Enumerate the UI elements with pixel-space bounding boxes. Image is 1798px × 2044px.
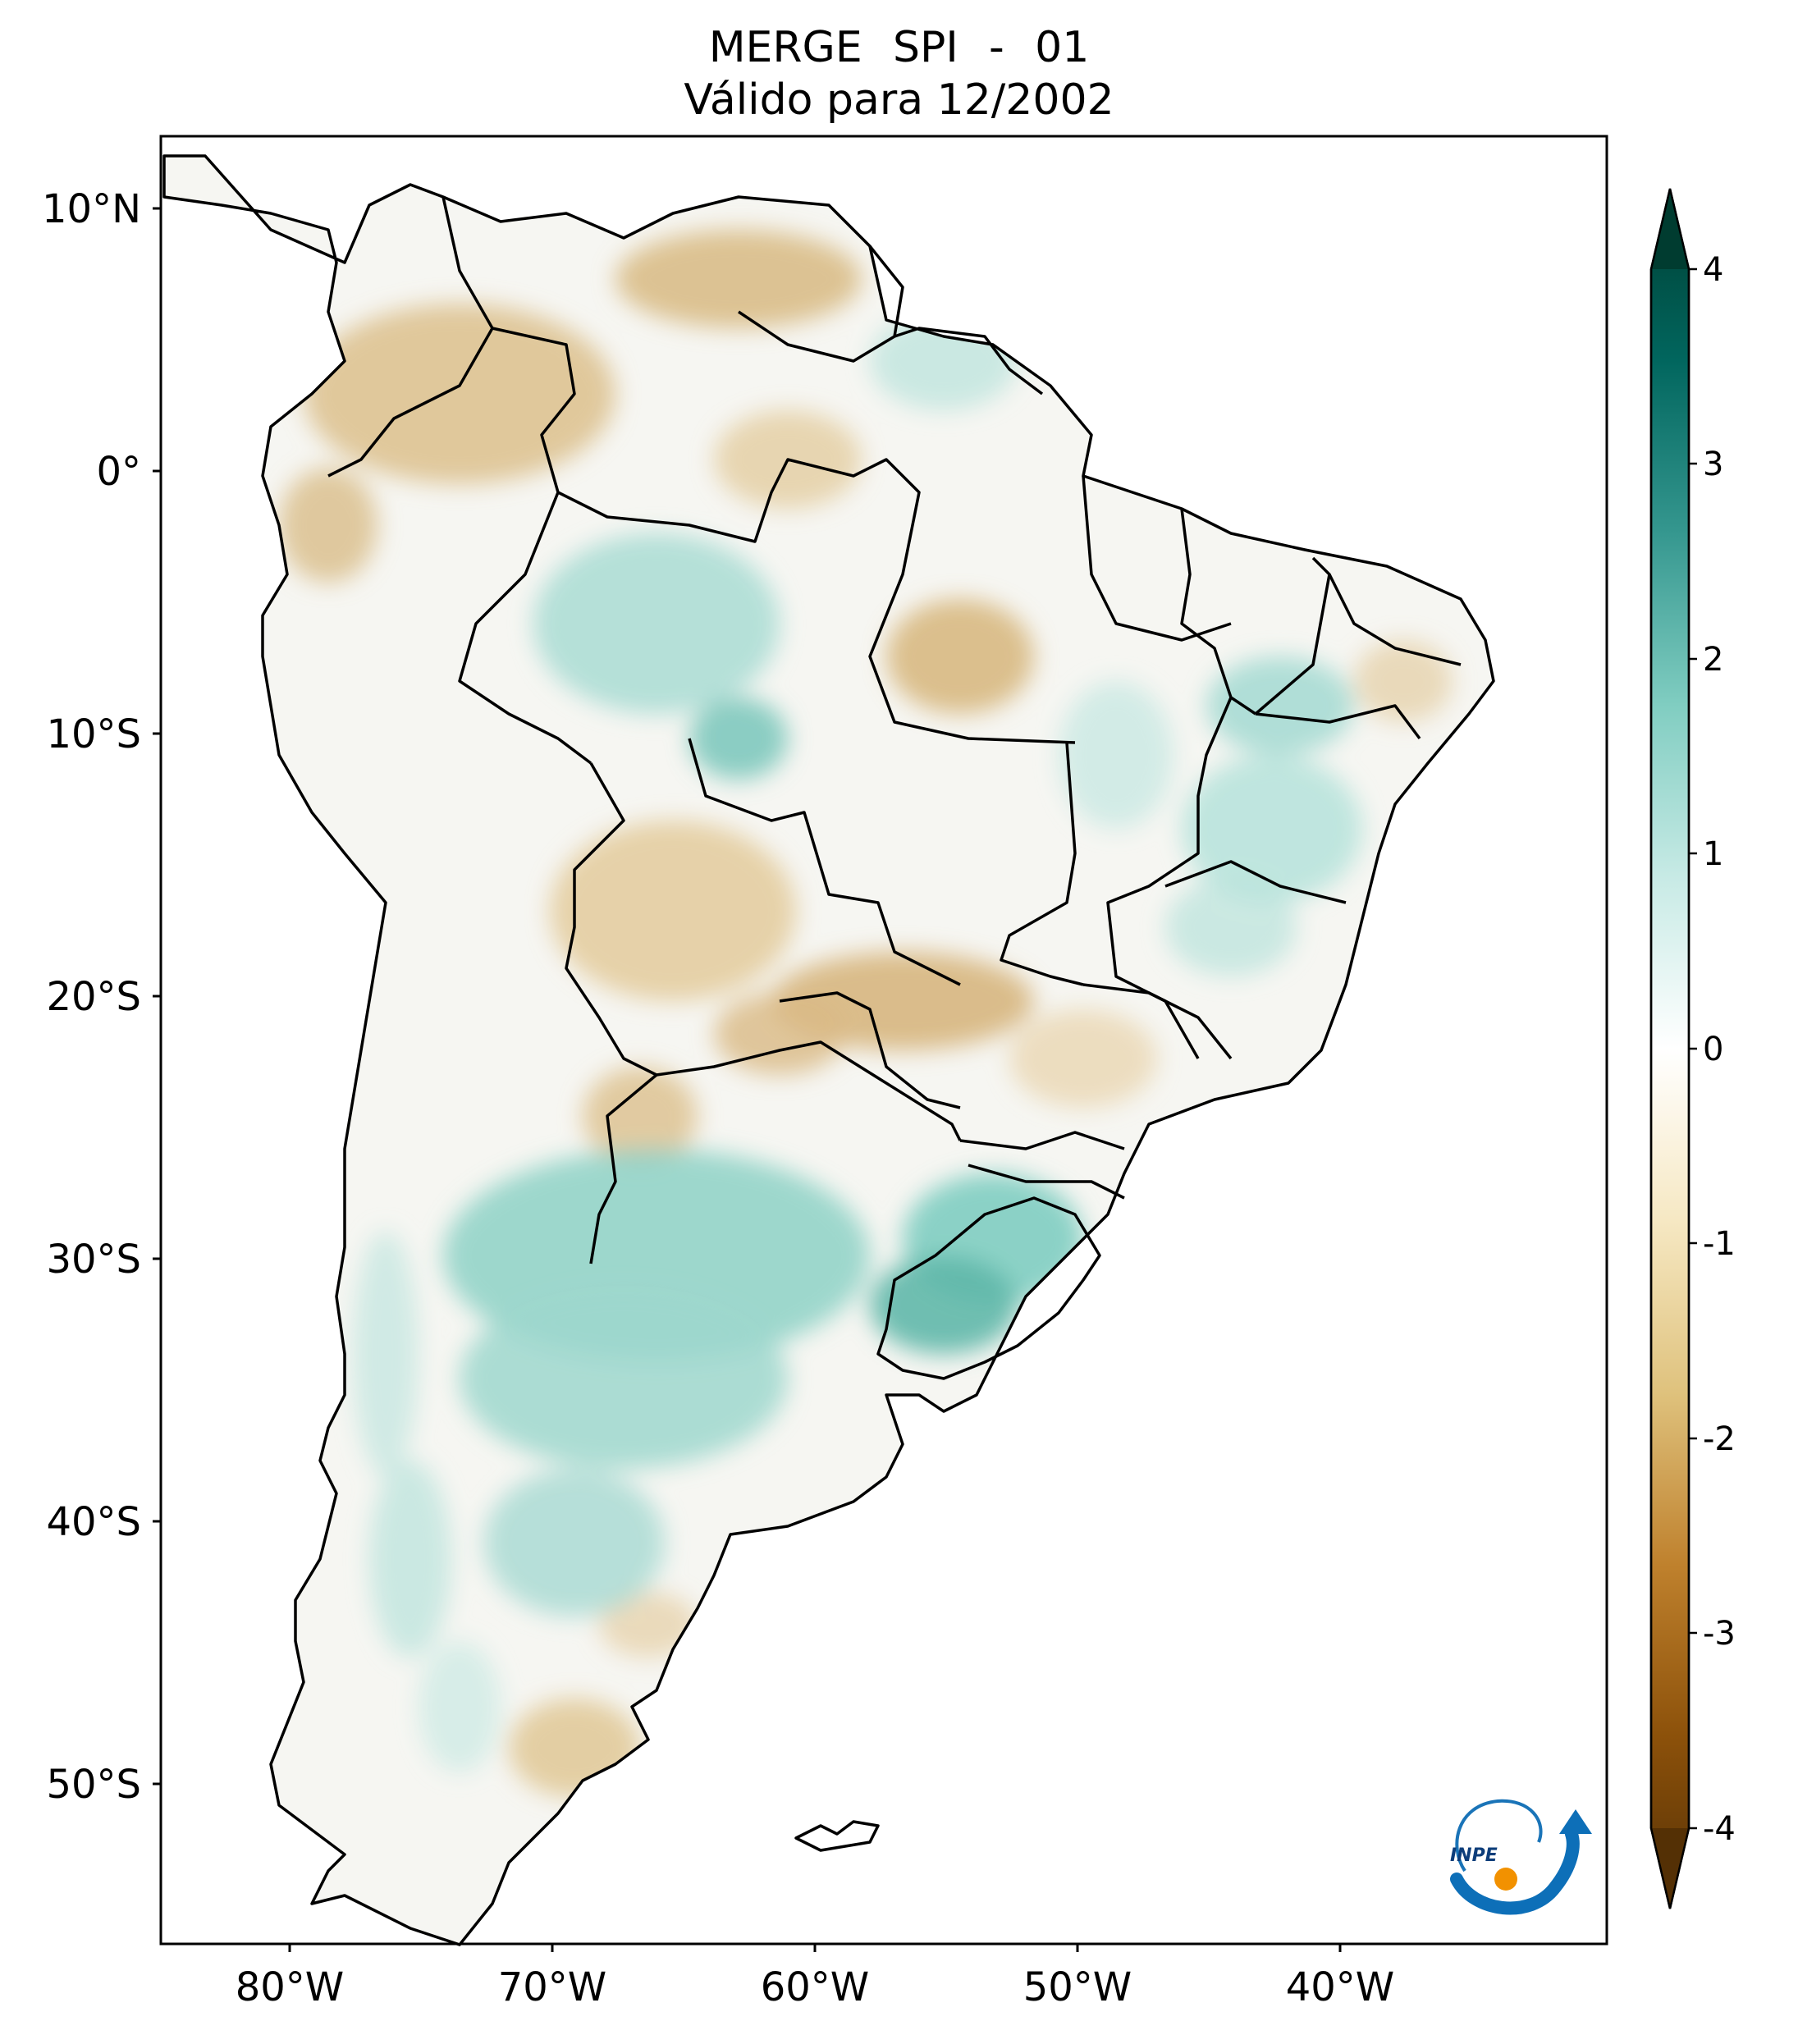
colorbar-tick: 4: [1703, 251, 1723, 289]
lat-label: 50°S: [46, 1762, 141, 1808]
inpe-logo: INPE: [1450, 1799, 1592, 1915]
lon-label: 60°W: [761, 1964, 870, 2010]
lon-label: 40°W: [1286, 1964, 1395, 2010]
lon-label: 70°W: [498, 1964, 607, 2010]
colorbar: 4 3 2 1 0 -1 -2 -3 -4: [1649, 188, 1736, 1909]
lat-label: 0°: [96, 449, 141, 495]
colorbar-tick: 1: [1703, 835, 1723, 873]
colorbar-tick: 0: [1703, 1031, 1723, 1068]
falkland-islands: [794, 1820, 880, 1852]
colorbar-tick: -3: [1703, 1615, 1736, 1653]
logo-text: INPE: [1450, 1845, 1498, 1866]
lat-axis: 10°N 0° 10°S 20°S 30°S 40°S 50°S: [42, 186, 161, 1808]
colorbar-tick: -1: [1703, 1225, 1736, 1263]
map-subtitle: Válido para 12/2002: [684, 75, 1114, 125]
lon-label: 50°W: [1023, 1964, 1132, 2010]
lat-label: 30°S: [46, 1237, 141, 1283]
colorbar-tick: -4: [1703, 1810, 1736, 1848]
lat-label: 10°N: [42, 186, 141, 232]
borders: [327, 196, 1462, 1380]
lat-label: 40°S: [46, 1499, 141, 1545]
lon-axis: 80°W 70°W 60°W 50°W 40°W: [236, 1944, 1395, 2010]
lat-label: 20°S: [46, 974, 141, 1020]
colorbar-tick: 2: [1703, 641, 1723, 679]
map-title: MERGE SPI - 01: [708, 23, 1090, 72]
lat-label: 10°S: [46, 711, 141, 757]
lon-label: 80°W: [236, 1964, 345, 2010]
colorbar-tick: 3: [1703, 446, 1723, 483]
colorbar-tick: -2: [1703, 1420, 1736, 1458]
